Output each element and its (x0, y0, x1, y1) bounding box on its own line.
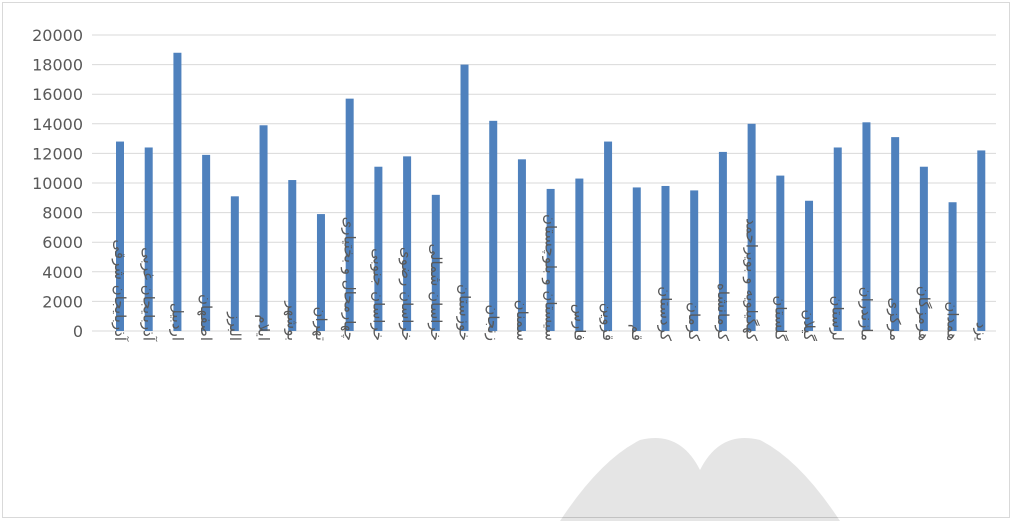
bar (116, 141, 124, 331)
x-tick-label: آذربایجان غربی (140, 247, 158, 342)
bar (862, 122, 871, 331)
bar (661, 185, 670, 331)
bar (891, 137, 900, 331)
x-tick-label: یزد (972, 322, 990, 341)
bar (805, 200, 814, 331)
bar (288, 180, 297, 331)
bar (202, 154, 211, 331)
bar (604, 141, 613, 331)
bar (517, 159, 526, 331)
bar (948, 202, 957, 331)
x-tick-label: مرکزی (886, 298, 904, 341)
x-tick-label: لرستان (829, 295, 847, 341)
y-tick-label: 6000 (42, 233, 83, 252)
x-tick-label: خراسان رضوی (398, 247, 416, 341)
bar (403, 156, 412, 331)
y-tick-label: 10000 (32, 174, 83, 193)
x-tick-label: کرمانشاه (714, 283, 732, 342)
x-tick-label: خوزستان (456, 284, 474, 341)
x-tick-label: اصفهان (197, 294, 215, 341)
x-tick-label: کردستان (656, 286, 674, 342)
bar (919, 166, 928, 331)
bar (546, 188, 555, 331)
bar (575, 178, 584, 331)
bar (489, 120, 498, 331)
y-tick-label: 12000 (32, 144, 83, 163)
y-tick-label: 14000 (32, 115, 83, 134)
y-tick-label: 4000 (42, 263, 83, 282)
y-tick-label: 16000 (32, 85, 83, 104)
y-tick-label: 8000 (42, 204, 83, 223)
x-tick-label: خراسان شمالی (427, 243, 445, 341)
x-tick-label: اردبیل (168, 303, 186, 341)
x-tick-label: زنجان (484, 304, 502, 341)
bar (747, 123, 756, 331)
x-tick-label: ایلام (255, 314, 273, 341)
bar (259, 125, 268, 331)
x-tick-label: قزوین (599, 303, 617, 341)
watermark-logo (560, 438, 840, 521)
y-tick-label: 18000 (32, 56, 83, 75)
x-tick-label: آذربایجان شرقی (111, 239, 129, 341)
y-tick-label: 2000 (42, 292, 83, 311)
bar (718, 151, 727, 331)
x-tick-label: چهارمحال و بختیاری (341, 217, 359, 341)
x-tick-label: گلستان (771, 295, 789, 341)
x-tick-label: گیلان (800, 309, 818, 341)
bar (374, 166, 383, 331)
x-tick-label: هرمزگان (915, 286, 933, 341)
bar (431, 194, 440, 331)
x-tick-label: قم (628, 324, 646, 341)
bar (230, 196, 239, 331)
x-tick-label: مازندران (857, 287, 875, 341)
bar (632, 187, 641, 331)
y-tick-label: 0 (73, 322, 83, 341)
bar (977, 150, 986, 331)
bar (776, 175, 785, 331)
x-tick-label: کرمان (685, 302, 703, 342)
x-tick-label: البرز (226, 311, 244, 341)
bar (144, 147, 153, 331)
bar (460, 64, 469, 331)
x-tick-label: تهران (312, 306, 330, 341)
x-tick-label: فارس (570, 304, 588, 341)
bar (316, 214, 325, 331)
x-tick-label: کهگیلویه و بویراحمد (743, 218, 761, 342)
x-tick-label: همدان (944, 301, 962, 341)
y-tick-label: 20000 (32, 26, 83, 45)
x-tick-label: سیستان و بلوچستان (542, 214, 560, 341)
x-tick-label: بوشهر (283, 300, 301, 341)
bar (173, 52, 182, 331)
x-tick-label: سمنان (513, 300, 531, 341)
x-tick-label: خراسان جنوبی (369, 248, 387, 341)
bar (690, 190, 699, 331)
bar (345, 98, 354, 331)
bar (833, 147, 842, 331)
